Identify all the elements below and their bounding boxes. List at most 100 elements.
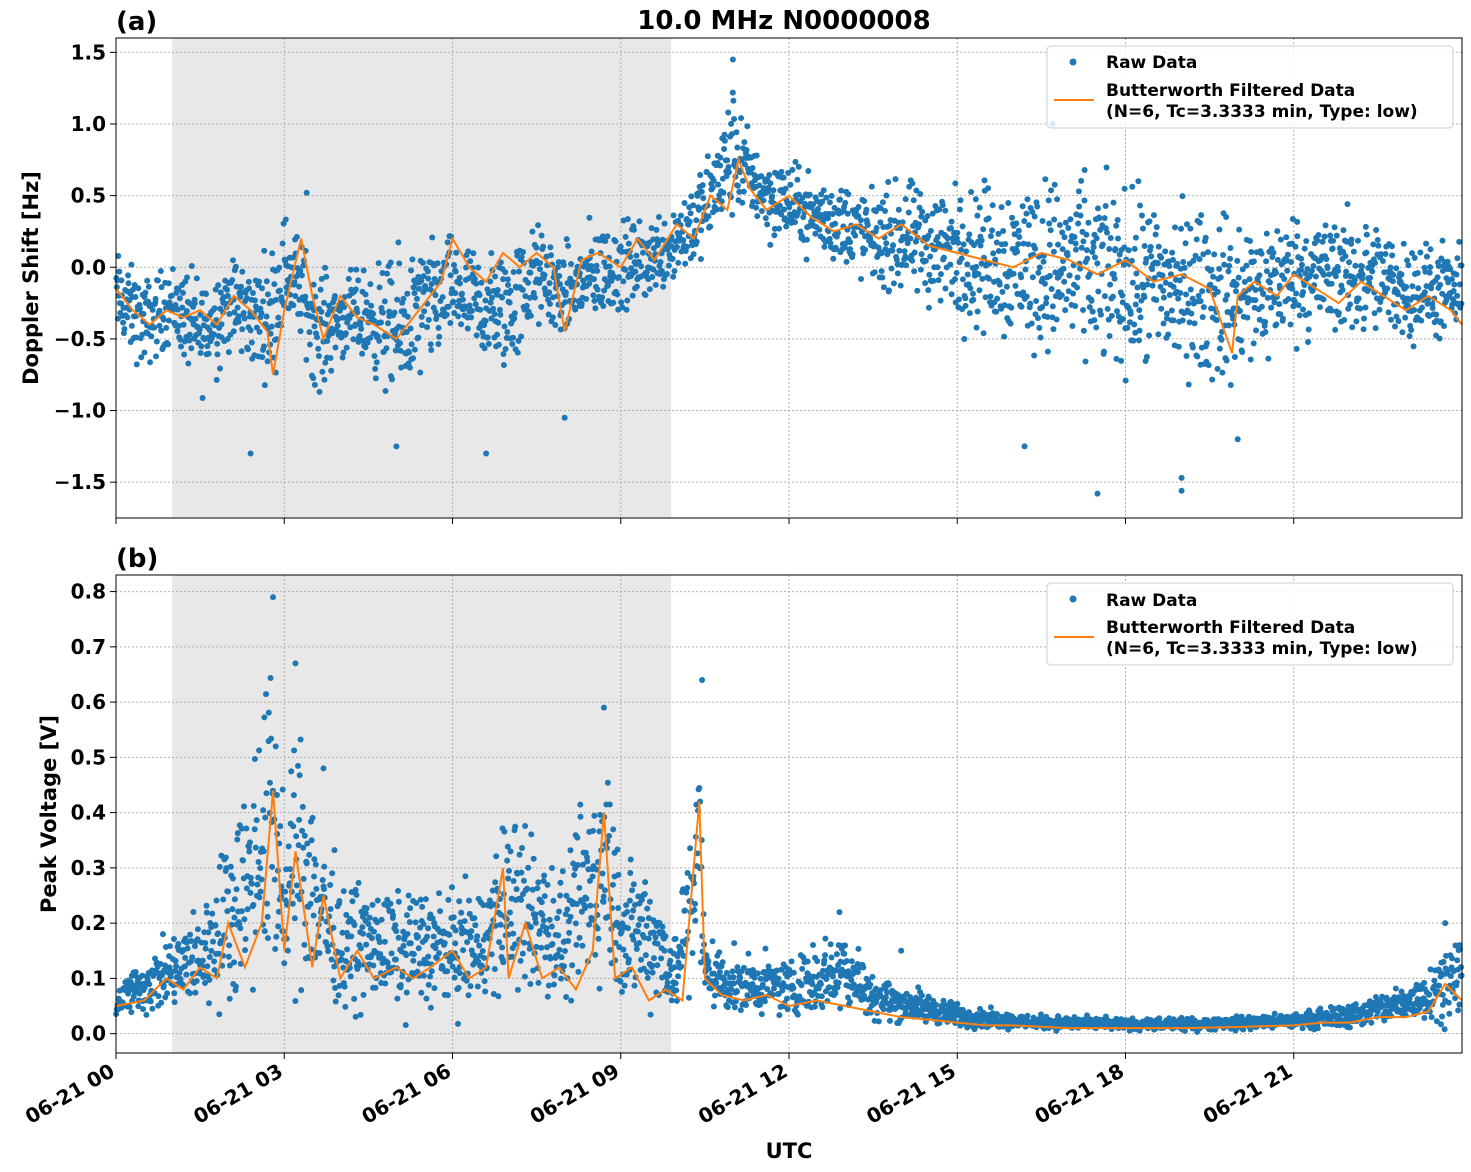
raw-data-point <box>174 328 181 335</box>
raw-data-point <box>239 857 246 864</box>
raw-data-point <box>354 309 361 316</box>
raw-data-point <box>671 964 678 971</box>
raw-data-point <box>311 856 318 863</box>
raw-data-point <box>505 282 512 289</box>
raw-data-point <box>425 925 432 932</box>
raw-data-point <box>184 274 191 281</box>
raw-data-point <box>594 267 601 274</box>
raw-data-point <box>1454 292 1461 299</box>
raw-data-point <box>1000 227 1007 234</box>
panel-a-legend-raw-label: Raw Data <box>1106 53 1197 73</box>
raw-data-point <box>449 285 456 292</box>
raw-data-point <box>664 979 671 986</box>
raw-data-point <box>707 223 714 230</box>
raw-data-point <box>655 240 662 247</box>
raw-data-point <box>381 938 388 945</box>
raw-data-point <box>1194 353 1201 360</box>
raw-data-point <box>1227 382 1234 389</box>
raw-data-point <box>765 963 772 970</box>
raw-data-point <box>1009 214 1016 221</box>
raw-data-point <box>389 376 396 383</box>
raw-data-point <box>687 845 694 852</box>
raw-data-point <box>192 315 199 322</box>
raw-data-point <box>1276 301 1283 308</box>
raw-data-point <box>487 299 494 306</box>
raw-data-point <box>926 994 933 1001</box>
raw-data-point <box>1104 305 1111 312</box>
raw-data-point <box>419 903 426 910</box>
raw-data-point <box>1329 245 1336 252</box>
raw-data-point <box>1089 308 1096 315</box>
raw-data-point <box>1067 238 1074 245</box>
raw-data-point <box>291 279 298 286</box>
raw-data-point <box>1162 279 1169 286</box>
raw-data-point <box>208 947 215 954</box>
raw-data-point <box>512 823 519 830</box>
raw-data-point <box>776 225 783 232</box>
raw-data-point <box>668 997 675 1004</box>
raw-data-point <box>890 280 897 287</box>
raw-data-point <box>675 259 682 266</box>
raw-data-point <box>233 886 240 893</box>
raw-data-point <box>1293 345 1300 352</box>
raw-data-point <box>368 935 375 942</box>
raw-data-point <box>1131 245 1138 252</box>
raw-data-point <box>600 893 607 900</box>
raw-data-point <box>572 306 579 313</box>
raw-data-point <box>563 236 570 243</box>
raw-data-point <box>529 228 536 235</box>
raw-data-point <box>142 289 149 296</box>
raw-data-point <box>507 848 514 855</box>
raw-data-point <box>749 981 756 988</box>
raw-data-point <box>327 355 334 362</box>
raw-data-point <box>156 307 163 314</box>
raw-data-point <box>529 886 536 893</box>
raw-data-point <box>186 990 193 997</box>
raw-data-point <box>967 285 974 292</box>
raw-data-point <box>203 902 210 909</box>
raw-data-point <box>400 295 407 302</box>
raw-data-point <box>406 349 413 356</box>
raw-data-point <box>821 957 828 964</box>
raw-data-point <box>1299 1025 1306 1032</box>
raw-data-point <box>417 896 424 903</box>
raw-data-point <box>535 222 542 229</box>
panel-a-raw-points <box>113 56 1465 497</box>
raw-data-point <box>1312 273 1319 280</box>
raw-data-point <box>399 973 406 980</box>
raw-data-point <box>1132 301 1139 308</box>
raw-data-point <box>1134 284 1141 291</box>
raw-data-point <box>250 901 257 908</box>
raw-data-point <box>780 174 787 181</box>
raw-data-point <box>188 937 195 944</box>
raw-data-point <box>863 206 870 213</box>
raw-data-point <box>606 801 613 808</box>
raw-data-point <box>436 333 443 340</box>
raw-data-point <box>858 276 865 283</box>
raw-data-point <box>857 983 864 990</box>
raw-data-point <box>1155 243 1162 250</box>
raw-data-point <box>389 912 396 919</box>
raw-data-point <box>725 109 732 116</box>
raw-data-point <box>158 327 165 334</box>
raw-data-point <box>1236 307 1243 314</box>
raw-data-point <box>666 972 673 979</box>
panel-a-legend: Raw Data Butterworth Filtered Data (N=6,… <box>1046 45 1454 129</box>
raw-data-point <box>203 290 210 297</box>
raw-data-point <box>1435 263 1442 270</box>
raw-data-point <box>362 910 369 917</box>
raw-data-point <box>643 269 650 276</box>
raw-data-point <box>948 218 955 225</box>
y-tick-label: 0.5 <box>71 184 106 208</box>
raw-data-point <box>1131 321 1138 328</box>
raw-data-point <box>721 146 728 153</box>
raw-data-point <box>563 994 570 1001</box>
raw-data-point <box>822 935 829 942</box>
raw-data-point <box>923 244 930 251</box>
raw-data-point <box>989 202 996 209</box>
raw-data-point <box>424 933 431 940</box>
raw-data-point <box>266 779 273 786</box>
raw-data-point <box>705 213 712 220</box>
raw-data-point <box>830 255 837 262</box>
raw-data-point <box>306 851 313 858</box>
